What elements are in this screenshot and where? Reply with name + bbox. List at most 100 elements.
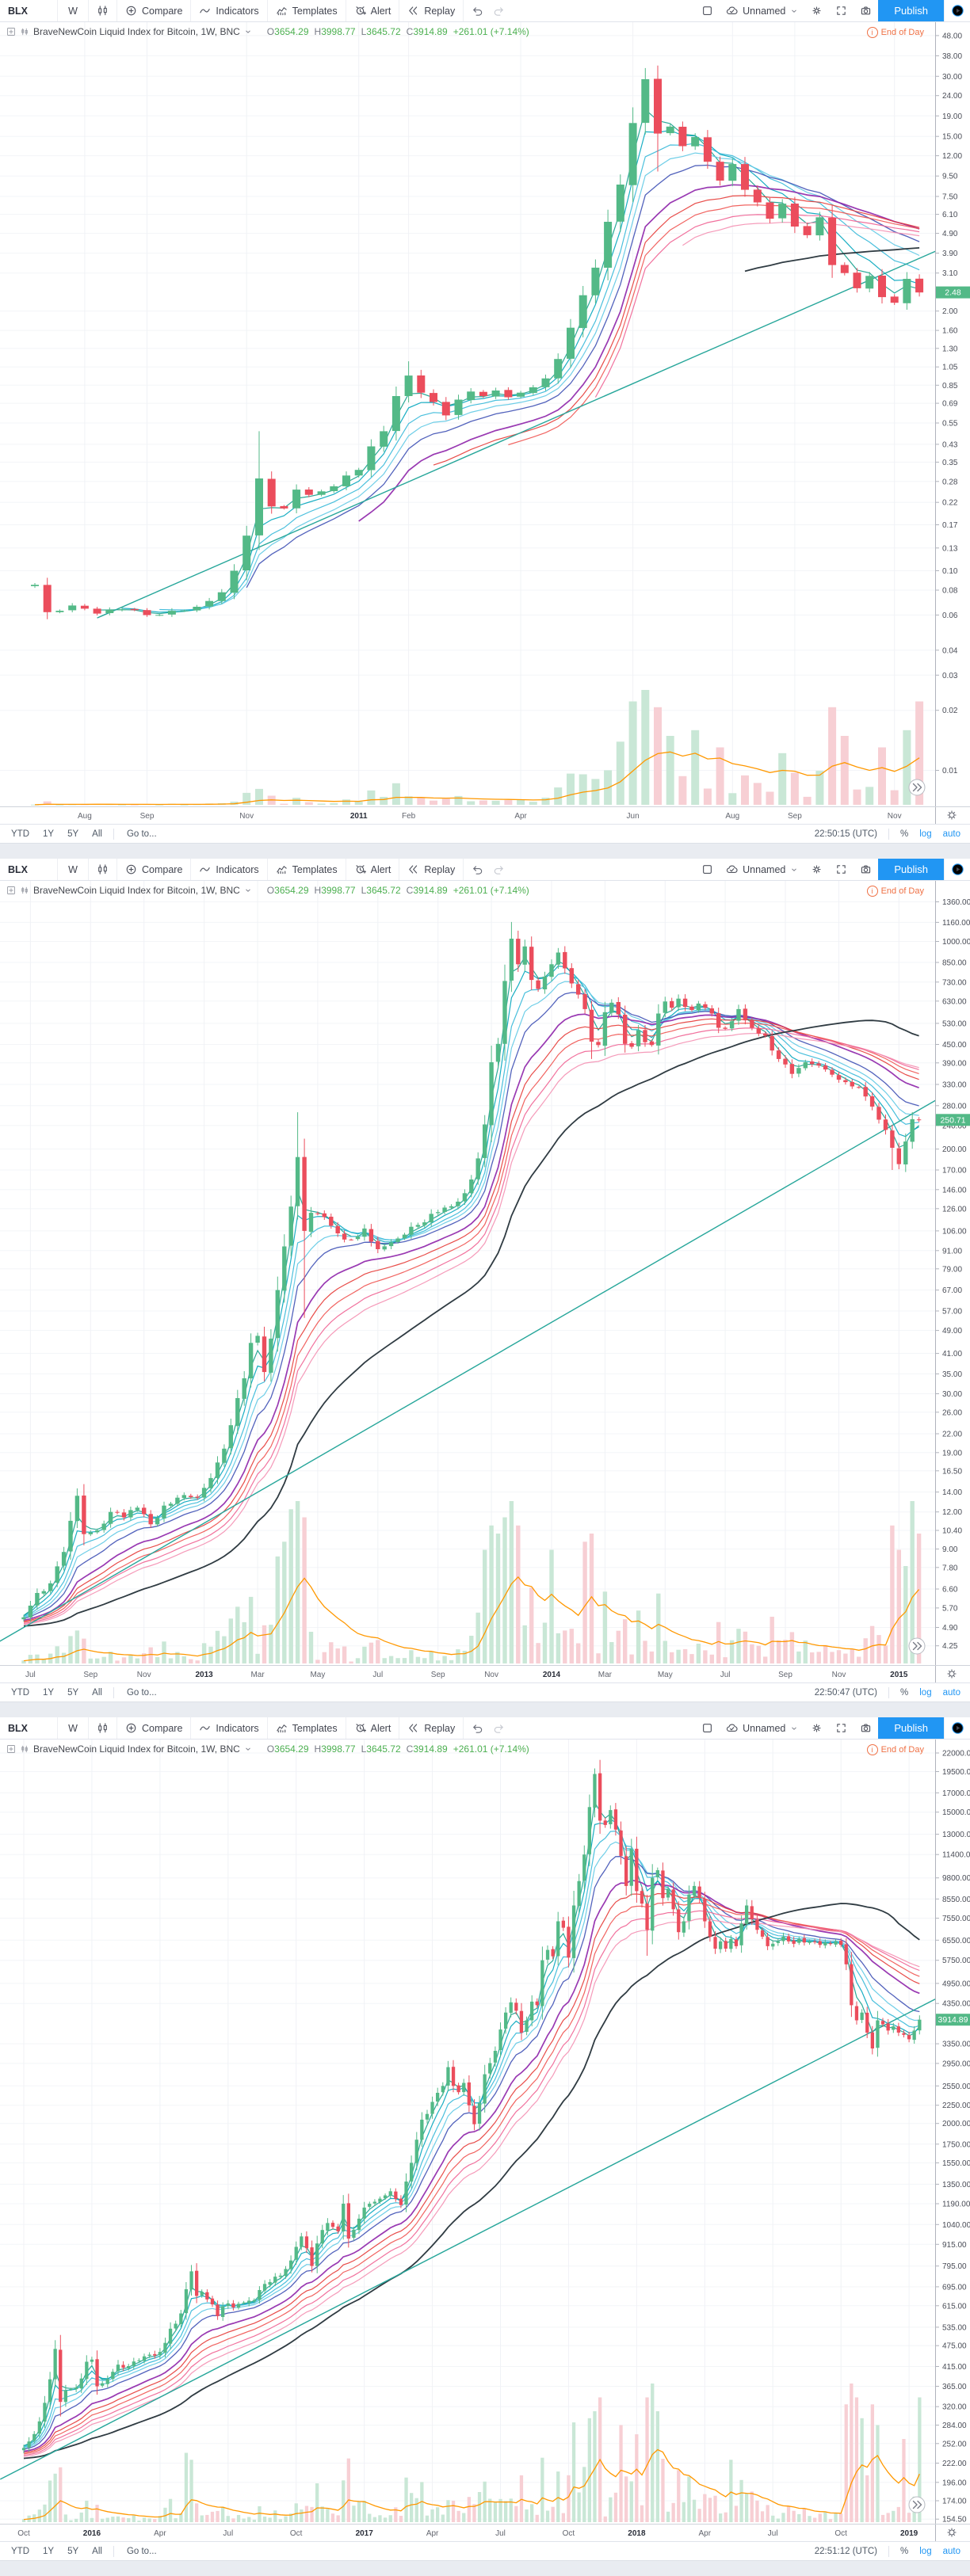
templates-button[interactable]: Templates [268, 859, 346, 880]
layout-button[interactable] [695, 0, 720, 21]
replay-button[interactable]: Replay [399, 1717, 464, 1739]
publish-button[interactable]: Publish [878, 859, 944, 880]
chart-canvas[interactable]: 48.00 38.00 30.00 24.00 19.00 15.00 12.00 9.50 7… [0, 22, 970, 824]
open-panel-button[interactable] [944, 859, 970, 880]
chart-area[interactable]: 1360.00 1160.00 1000.00 850.00 730.00 630.00 5… [0, 881, 970, 1682]
symbol-search-button[interactable]: BLX [0, 0, 58, 21]
scroll-to-recent-button[interactable] [908, 1637, 926, 1655]
indicators-button[interactable]: Indicators [191, 1717, 268, 1739]
chart-style-button[interactable] [89, 0, 117, 21]
interval-button[interactable]: W [58, 0, 89, 21]
chart-properties-button[interactable] [804, 859, 829, 880]
log-scale-button[interactable]: log [919, 1687, 932, 1698]
axis-settings-gear-icon[interactable] [947, 810, 957, 820]
log-scale-button[interactable]: log [919, 829, 932, 839]
symbol-search-button[interactable]: BLX [0, 1717, 58, 1739]
chart-canvas[interactable]: 1360.00 1160.00 1000.00 850.00 730.00 630.00 5… [0, 881, 970, 1682]
range-1y-button[interactable]: 1Y [43, 2546, 55, 2556]
svg-text:174.00: 174.00 [942, 2498, 967, 2506]
snapshot-button[interactable] [854, 859, 878, 880]
open-panel-button[interactable] [944, 1717, 970, 1739]
percent-scale-button[interactable]: % [900, 1687, 909, 1698]
alert-button[interactable]: Alert [346, 0, 400, 21]
range-5y-button[interactable]: 5Y [67, 829, 79, 839]
fullscreen-button[interactable] [829, 859, 854, 880]
time-axis[interactable]: Jul Sep Nov 2013 Mar May Jul Sep Nov 2014 Mar May Ju… [25, 1671, 908, 1679]
compare-button[interactable]: Compare [117, 1717, 192, 1739]
publish-button[interactable]: Publish [878, 1717, 944, 1739]
snapshot-button[interactable] [854, 1717, 878, 1739]
price-axis[interactable]: 1360.00 1160.00 1000.00 850.00 730.00 630.00 5… [936, 898, 970, 1651]
chart-properties-button[interactable] [804, 1717, 829, 1739]
percent-scale-button[interactable]: % [900, 829, 909, 839]
open-panel-button[interactable] [944, 0, 970, 21]
redo-button[interactable] [491, 859, 513, 880]
range-ytd-button[interactable]: YTD [11, 829, 29, 839]
replay-button[interactable]: Replay [399, 859, 464, 880]
menu-label: Replay [424, 5, 456, 17]
trendline-drawing[interactable] [0, 1099, 936, 1642]
range-all-button[interactable]: All [92, 2546, 102, 2556]
save-layout-button[interactable]: Unnamed [720, 859, 804, 880]
range-5y-button[interactable]: 5Y [67, 1687, 79, 1698]
indicators-button[interactable]: Indicators [191, 0, 268, 21]
range-all-button[interactable]: All [92, 829, 102, 839]
compare-button[interactable]: Compare [117, 0, 192, 21]
interval-button[interactable]: W [58, 859, 89, 880]
svg-text:79.00: 79.00 [942, 1265, 962, 1274]
publish-button[interactable]: Publish [878, 0, 944, 21]
goto-button[interactable]: Go to... [126, 1687, 157, 1698]
range-1y-button[interactable]: 1Y [43, 1687, 55, 1698]
alert-button[interactable]: Alert [346, 859, 400, 880]
undo-button[interactable] [464, 1717, 491, 1739]
chart-area[interactable]: 48.00 38.00 30.00 24.00 19.00 15.00 12.00 9.50 7… [0, 22, 970, 824]
auto-scale-button[interactable]: auto [942, 829, 960, 839]
auto-scale-button[interactable]: auto [942, 2546, 960, 2556]
scroll-to-recent-button[interactable] [908, 779, 926, 796]
alert-button[interactable]: Alert [346, 1717, 400, 1739]
interval-button[interactable]: W [58, 1717, 89, 1739]
layout-button[interactable] [695, 1717, 720, 1739]
time-axis[interactable]: Aug Sep Nov 2011 Feb Apr Jun Aug Sep Nov [78, 812, 902, 821]
symbol-search-button[interactable]: BLX [0, 859, 58, 880]
percent-scale-button[interactable]: % [900, 2546, 909, 2556]
redo-button[interactable] [491, 0, 513, 21]
templates-button[interactable]: Templates [268, 0, 346, 21]
range-all-button[interactable]: All [92, 1687, 102, 1698]
goto-button[interactable]: Go to... [126, 829, 157, 839]
chart-style-button[interactable] [89, 859, 117, 880]
undo-button[interactable] [464, 0, 491, 21]
trendline-drawing[interactable] [97, 245, 951, 619]
fullscreen-button[interactable] [829, 1717, 854, 1739]
scroll-to-recent-button[interactable] [908, 2496, 926, 2513]
indicators-button[interactable]: Indicators [191, 859, 268, 880]
time-axis[interactable]: Oct 2016 Apr Jul Oct 2017 Apr Jul Oct 2018 Apr Jul O… [17, 2529, 918, 2538]
range-5y-button[interactable]: 5Y [67, 2546, 79, 2556]
redo-button[interactable] [491, 1717, 513, 1739]
undo-button[interactable] [464, 859, 491, 880]
chart-canvas[interactable]: 22000.00 19500.00 17000.00 15000.00 13000.00… [0, 1740, 970, 2541]
log-scale-button[interactable]: log [919, 2546, 932, 2556]
fullscreen-button[interactable] [829, 0, 854, 21]
replay-button[interactable]: Replay [399, 0, 464, 21]
auto-scale-button[interactable]: auto [942, 1687, 960, 1698]
range-ytd-button[interactable]: YTD [11, 1687, 29, 1698]
save-layout-button[interactable]: Unnamed [720, 0, 804, 21]
trendline-drawing[interactable] [0, 1999, 935, 2480]
svg-text:Sep: Sep [140, 812, 155, 821]
save-layout-button[interactable]: Unnamed [720, 1717, 804, 1739]
chart-properties-button[interactable] [804, 0, 829, 21]
price-axis[interactable]: 48.00 38.00 30.00 24.00 19.00 15.00 12.00 9.50 7… [936, 32, 962, 775]
range-1y-button[interactable]: 1Y [43, 829, 55, 839]
snapshot-button[interactable] [854, 0, 878, 21]
price-axis[interactable]: 22000.00 19500.00 17000.00 15000.00 13000.00… [936, 1750, 970, 2525]
goto-button[interactable]: Go to... [126, 2546, 157, 2556]
chart-area[interactable]: 22000.00 19500.00 17000.00 15000.00 13000.00… [0, 1740, 970, 2541]
chart-style-button[interactable] [89, 1717, 117, 1739]
axis-settings-gear-icon[interactable] [947, 1669, 957, 1679]
range-ytd-button[interactable]: YTD [11, 2546, 29, 2556]
compare-button[interactable]: Compare [117, 859, 192, 880]
templates-button[interactable]: Templates [268, 1717, 346, 1739]
axis-settings-gear-icon[interactable] [947, 2528, 957, 2537]
layout-button[interactable] [695, 859, 720, 880]
